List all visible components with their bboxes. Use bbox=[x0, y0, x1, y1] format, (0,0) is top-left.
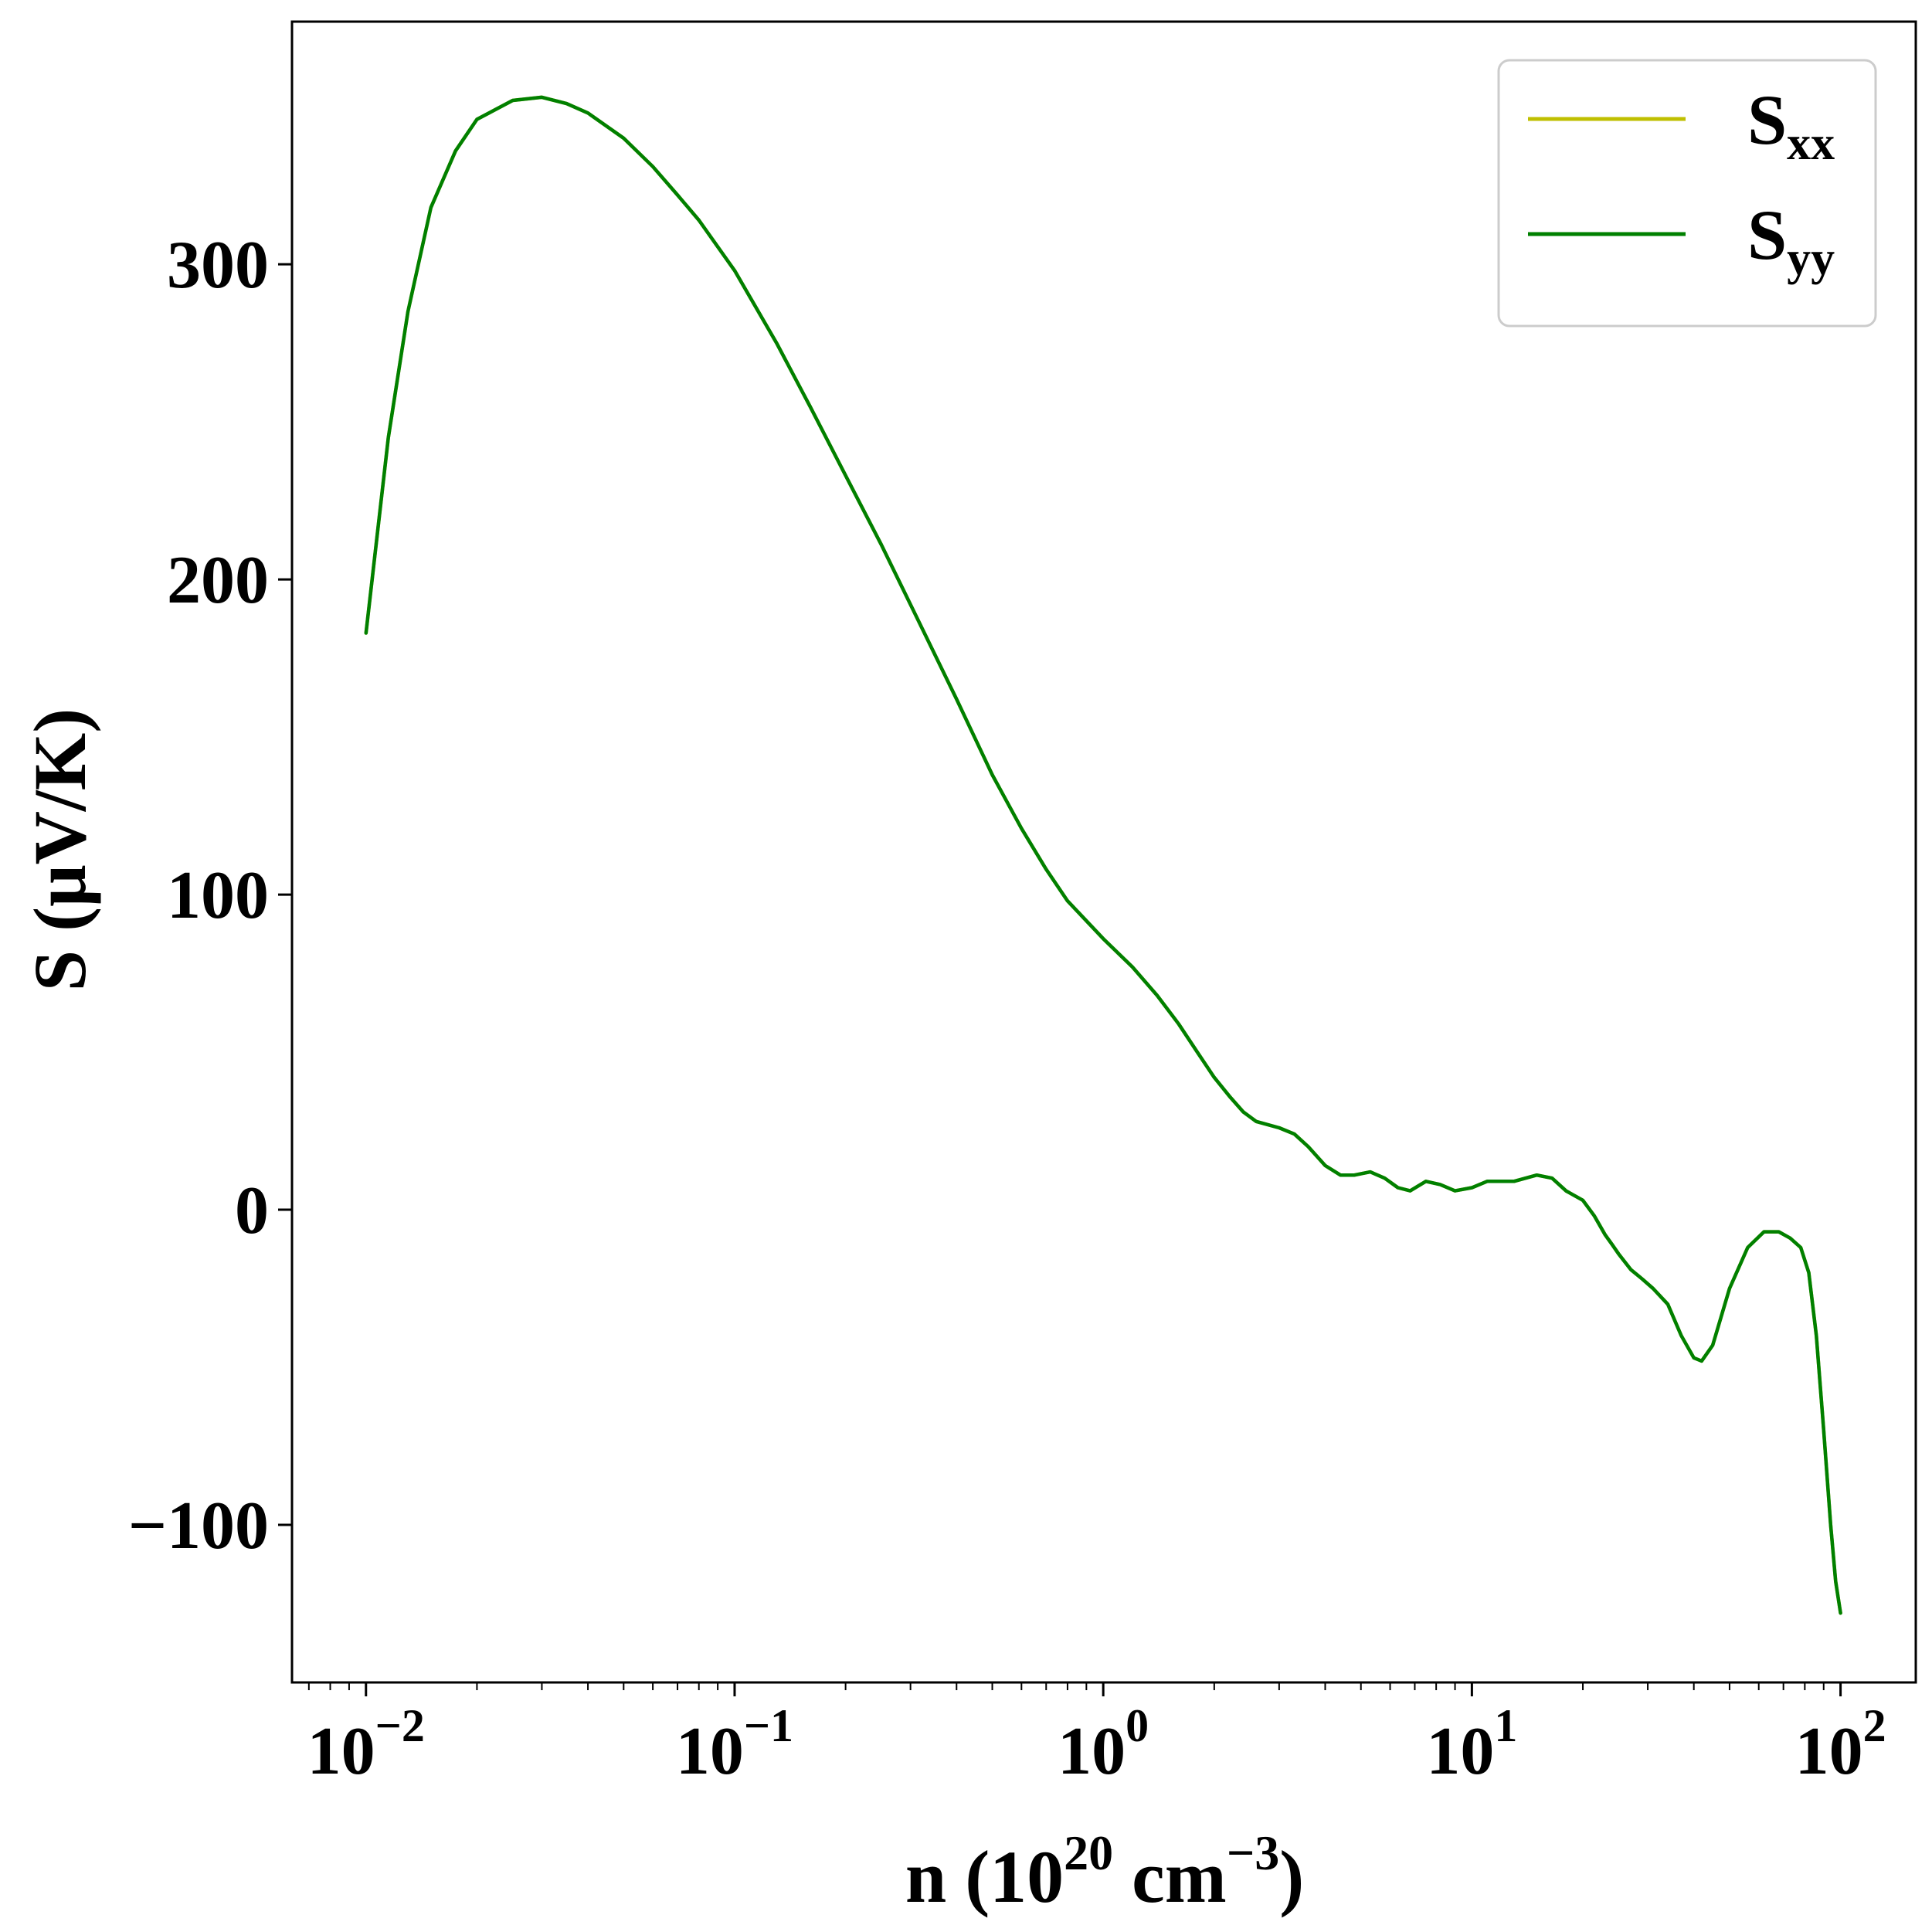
x-tick-label: 102 bbox=[1795, 1700, 1886, 1789]
x-tick-exponent: 2 bbox=[1863, 1700, 1886, 1751]
x-axis-label-middle: cm bbox=[1113, 1835, 1227, 1918]
x-axis-label-sup2: −3 bbox=[1227, 1825, 1279, 1880]
x-tick-base: 10 bbox=[1795, 1714, 1863, 1789]
series-layer bbox=[364, 95, 1842, 1615]
x-tick-exponent: 0 bbox=[1126, 1700, 1149, 1751]
x-axis-label-suffix: ) bbox=[1279, 1835, 1304, 1918]
legend-label-sxx: Sxx bbox=[1747, 80, 1835, 170]
x-tick-base: 10 bbox=[1058, 1714, 1126, 1789]
legend-label-syy-sub: yy bbox=[1787, 233, 1835, 285]
y-axis-label: S (μV/K) bbox=[19, 708, 101, 991]
x-tick-label: 10−1 bbox=[676, 1700, 793, 1789]
x-tick-exponent: −2 bbox=[375, 1700, 425, 1751]
y-tick-label: 100 bbox=[167, 858, 269, 933]
legend-box bbox=[1497, 59, 1877, 328]
x-tick-base: 10 bbox=[676, 1714, 744, 1789]
x-axis-ticks: 10−2 10−1 100 101 102 bbox=[307, 1682, 1886, 1789]
y-tick-label: −100 bbox=[128, 1489, 269, 1563]
x-tick-exponent: −1 bbox=[744, 1700, 793, 1751]
x-axis-label-sup1: 20 bbox=[1064, 1825, 1113, 1880]
x-tick-label: 101 bbox=[1426, 1700, 1517, 1789]
legend-label-syy: Syy bbox=[1747, 195, 1835, 285]
x-axis-label: n (1020 cm−3) bbox=[905, 1825, 1304, 1918]
x-tick-exponent: 1 bbox=[1494, 1700, 1517, 1751]
x-tick-label: 10−2 bbox=[307, 1700, 425, 1789]
y-tick-label: 0 bbox=[235, 1173, 269, 1248]
x-axis-label-prefix: n (10 bbox=[905, 1835, 1064, 1918]
legend-label-sxx-main: S bbox=[1747, 80, 1787, 159]
legend-label-syy-main: S bbox=[1747, 195, 1787, 274]
x-tick-label: 100 bbox=[1058, 1700, 1149, 1789]
legend-label-sxx-sub: xx bbox=[1787, 117, 1835, 170]
y-axis-ticks: −100 0 100 200 300 bbox=[128, 228, 292, 1563]
x-tick-base: 10 bbox=[1426, 1714, 1494, 1789]
series-line-syy bbox=[364, 95, 1842, 1615]
y-tick-label: 200 bbox=[167, 543, 269, 618]
legend: Sxx Syy bbox=[1497, 59, 1877, 328]
x-tick-base: 10 bbox=[307, 1714, 375, 1789]
y-tick-label: 300 bbox=[167, 228, 269, 303]
